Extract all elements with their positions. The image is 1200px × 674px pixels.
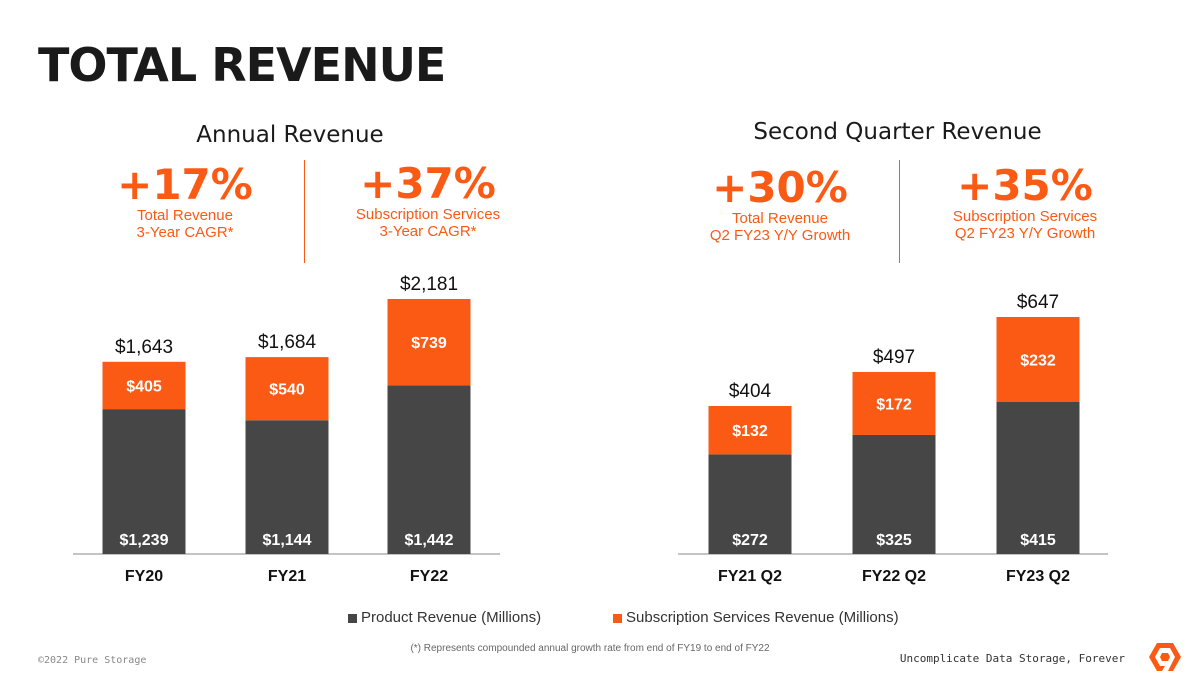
tagline: Uncomplicate Data Storage, Forever — [899, 652, 1125, 665]
kpi-label-line2: 3-Year CAGR* — [136, 224, 234, 241]
data-label-product: $1,442 — [405, 532, 454, 549]
category-tick-label: FY23 Q2 — [1006, 568, 1070, 585]
bar-product — [996, 401, 1080, 554]
data-label-total: $497 — [873, 347, 915, 368]
data-label-product: $1,239 — [120, 532, 169, 549]
quarter-revenue-title: Second Quarter Revenue — [753, 119, 1042, 145]
data-label-subscription: $132 — [732, 423, 768, 440]
category-tick-label: FY21 — [268, 568, 306, 585]
category-tick-label: FY21 Q2 — [718, 568, 782, 585]
data-label-product: $325 — [876, 532, 912, 549]
bar-product — [245, 420, 329, 554]
data-label-subscription: $232 — [1020, 352, 1056, 369]
legend-swatch-product — [348, 613, 357, 623]
kpi-divider — [304, 160, 305, 263]
footnote: (*) Represents compounded annual growth … — [410, 643, 770, 654]
kpi-quarter-subscription: +35% Subscription Services Q2 FY23 Y/Y G… — [925, 161, 1125, 243]
kpi-annual-total: +17% Total Revenue 3-Year CAGR* — [85, 160, 285, 242]
bar-product — [102, 409, 186, 554]
kpi-label-line1: Subscription Services — [355, 206, 501, 223]
copyright: ©2022 Pure Storage — [38, 655, 147, 666]
legend-swatch-subscription — [613, 613, 622, 623]
kpi-value: +30% — [712, 163, 848, 212]
category-tick-label: FY20 — [125, 568, 163, 585]
kpi-value: +37% — [360, 159, 496, 208]
data-label-subscription: $739 — [411, 335, 447, 352]
data-label-total: $404 — [729, 381, 772, 402]
category-tick-label: FY22 Q2 — [862, 568, 926, 585]
bar-subscription — [245, 357, 329, 421]
category-tick-label: FY22 — [410, 568, 448, 585]
data-label-subscription: $172 — [876, 396, 912, 413]
legend-subscription: Subscription Services Revenue (Millions) — [613, 609, 899, 626]
legend-product: Product Revenue (Millions) — [348, 609, 541, 626]
kpi-label-line2: 3-Year CAGR* — [379, 223, 477, 240]
kpi-label-line1: Subscription Services — [952, 208, 1098, 225]
kpi-quarter-total: +30% Total Revenue Q2 FY23 Y/Y Growth — [680, 163, 880, 245]
data-label-total: $1,684 — [258, 332, 317, 353]
legend-label-subscription: Subscription Services Revenue (Millions) — [626, 609, 899, 626]
kpi-value: +35% — [957, 161, 1093, 210]
annual-revenue-title: Annual Revenue — [196, 122, 384, 148]
kpi-label-line2: Q2 FY23 Y/Y Growth — [954, 225, 1096, 242]
kpi-label-line1: Total Revenue — [137, 207, 233, 224]
bar-subscription — [708, 406, 792, 455]
kpi-divider — [899, 160, 900, 263]
revenue-charts: $1,239 $405 $1,643 FY20 $1,144 $540 $1,684 FY21… — [73, 274, 1108, 585]
legend-label-product: Product Revenue (Millions) — [361, 609, 542, 626]
page-title: TOTAL REVENUE — [38, 38, 446, 92]
pure-storage-logo-icon — [1149, 643, 1181, 671]
data-label-subscription: $405 — [126, 378, 162, 395]
data-label-product: $1,144 — [263, 532, 312, 549]
kpi-value: +17% — [117, 160, 253, 209]
kpi-annual-subscription: +37% Subscription Services 3-Year CAGR* — [328, 159, 528, 241]
data-label-subscription: $540 — [269, 382, 305, 399]
bar-subscription — [852, 371, 936, 435]
data-label-product: $272 — [732, 532, 768, 549]
bar-product — [852, 434, 936, 554]
bar-subscription — [387, 299, 471, 386]
bar-product — [387, 385, 471, 554]
bar-subscription — [102, 361, 186, 410]
data-label-total: $2,181 — [400, 274, 458, 295]
bar-subscription — [996, 317, 1080, 402]
kpi-label-line1: Total Revenue — [732, 210, 828, 227]
data-label-product: $415 — [1020, 532, 1056, 549]
data-label-total: $1,643 — [115, 337, 173, 358]
kpi-label-line2: Q2 FY23 Y/Y Growth — [709, 227, 851, 244]
data-label-total: $647 — [1017, 292, 1059, 313]
bar-product — [708, 454, 792, 554]
